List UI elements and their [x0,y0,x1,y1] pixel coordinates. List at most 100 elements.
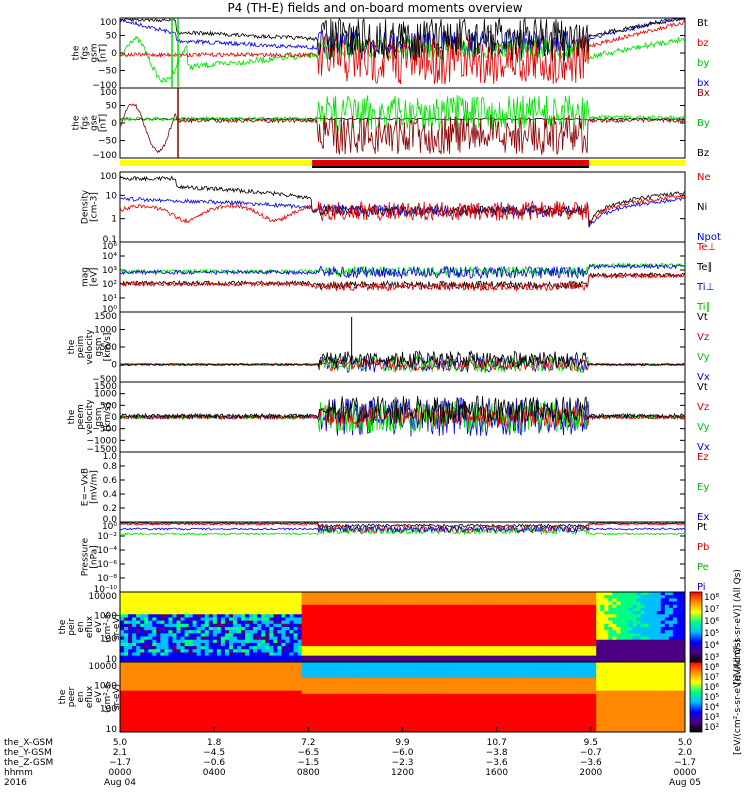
spectrogram-cell [120,604,125,609]
spectrogram-cell [507,598,512,602]
spectrogram-cell [249,700,254,704]
spectrogram-cell [212,601,218,606]
spectrogram-cell [176,703,181,707]
spectrogram-cell [572,627,577,631]
spectrogram-cell [596,658,601,663]
spectrogram-cell [664,639,670,644]
spectrogram-cell [572,595,577,599]
spectrogram-cell [543,639,549,644]
spectrogram-cell [329,703,335,707]
spectrogram-cell [220,674,226,679]
spectrogram-cell [616,617,621,622]
spectrogram-cell [265,690,270,695]
y-axis-label: fgs [81,116,91,130]
spectrogram-cell [628,658,633,663]
spectrogram-cell [341,614,347,618]
spectrogram-cell [543,617,549,622]
spectrogram-cell [386,687,391,692]
spectrogram-cell [515,614,520,618]
spectrogram-cell [624,655,629,660]
spectrogram-cell [281,639,286,644]
spectrogram-cell [519,630,524,634]
spectrogram-cell [346,725,351,730]
spectrogram-cell [200,662,206,666]
spectrogram-cell [337,642,343,647]
spectrogram-cell [366,614,371,618]
spectrogram-cell [475,607,480,612]
spectrogram-cell [305,658,311,663]
spectrogram-cell [216,719,222,723]
spectrogram-cell [325,623,331,628]
spectrogram-cell [309,674,315,679]
spectrogram-cell [341,700,347,704]
spectrogram-cell [228,662,234,666]
spectrogram-cell [584,636,589,641]
spectrogram-cell [346,620,351,625]
spectrogram-cell [152,703,157,707]
spectrogram-cell [410,697,416,701]
spectrogram-cell [321,652,327,657]
spectrogram-cell [180,652,185,657]
series-bx [119,18,685,55]
spectrogram-cell [636,617,642,622]
spectrogram-cell [273,674,278,679]
spectrogram-cell [325,677,331,682]
spectrogram-cell [406,652,411,657]
spectrogram-cell [386,658,391,663]
spectrogram-cell [188,719,194,723]
spectrogram-cell [382,662,387,666]
spectrogram-cell [321,716,327,720]
spectrogram-cell [128,684,133,688]
spectrogram-cell [196,674,202,679]
spectrogram-cell [317,684,323,688]
spectrogram-cell [471,601,476,606]
spectrogram-cell [120,719,125,723]
spectrogram-cell [228,690,234,695]
spectrogram-cell [273,604,278,609]
spectrogram-cell [172,712,177,717]
spectrogram-cell [672,642,678,647]
spectrogram-cell [168,604,173,609]
spectrogram-cell [491,649,496,653]
spectrogram-cell [418,623,424,628]
spectrogram-cell [192,687,198,692]
spectrogram-cell [200,658,206,663]
spectrogram-cell [527,598,533,602]
spectrogram-cell [305,655,311,660]
spectrogram-cell [200,697,206,701]
spectrogram-cell [309,665,315,669]
spectrogram-cell [584,658,589,663]
spectrogram-cell [527,627,533,631]
spectrogram-cell [273,652,278,657]
spectrogram-cell [640,655,646,660]
spectrogram-cell [204,614,210,618]
spectrogram-cell [184,668,190,672]
spectrogram-cell [196,655,202,660]
spectrogram-cell [515,633,520,637]
spectrogram-cell [228,617,234,622]
spectrogram-cell [600,636,605,641]
spectrogram-cell [539,646,545,650]
spectrogram-cell [604,636,609,641]
spectrogram-cell [438,595,444,599]
spectrogram-cell [212,614,218,618]
spectrogram-cell [293,655,298,660]
spectrogram-cell [204,690,210,695]
spectrogram-cell [124,668,129,672]
spectrogram-cell [398,725,403,730]
spectrogram-cell [241,623,246,628]
spectrogram-cell [337,627,343,631]
spectrogram-cell [156,681,161,685]
spectrogram-cell [467,639,472,644]
spectrogram-cell [241,598,246,602]
spectrogram-cell [148,665,153,669]
y-tick-label: 1500 [94,382,117,392]
spectrogram-cell [491,652,496,657]
spectrogram-cell [212,728,218,733]
spectrogram-cell [228,604,234,609]
spectrogram-cell [317,652,323,657]
spectrogram-cell [164,601,169,606]
spectrogram-cell [160,703,165,707]
spectrogram-cell [531,607,537,612]
spectrogram-cell [418,671,424,676]
